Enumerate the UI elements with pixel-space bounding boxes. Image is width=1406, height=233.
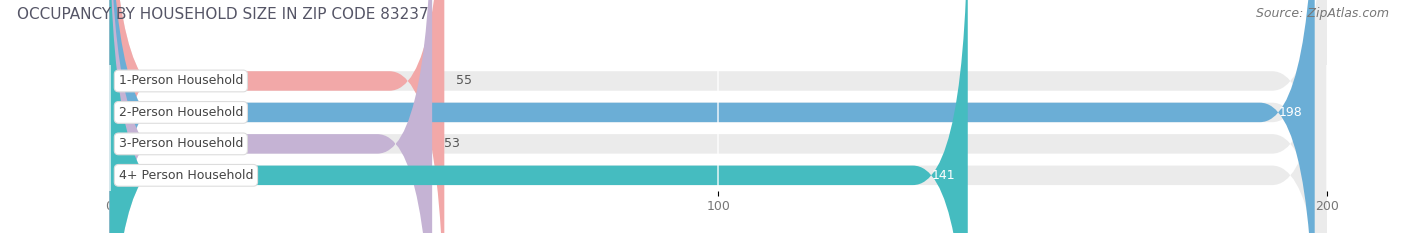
FancyBboxPatch shape bbox=[110, 0, 1315, 233]
Text: 198: 198 bbox=[1279, 106, 1302, 119]
Text: Source: ZipAtlas.com: Source: ZipAtlas.com bbox=[1256, 7, 1389, 20]
FancyBboxPatch shape bbox=[110, 0, 967, 233]
Text: 3-Person Household: 3-Person Household bbox=[118, 137, 243, 150]
FancyBboxPatch shape bbox=[110, 0, 1327, 233]
Text: 53: 53 bbox=[444, 137, 460, 150]
Text: 2-Person Household: 2-Person Household bbox=[118, 106, 243, 119]
FancyBboxPatch shape bbox=[110, 0, 1327, 233]
Text: 141: 141 bbox=[932, 169, 956, 182]
Text: 1-Person Household: 1-Person Household bbox=[118, 75, 243, 87]
Text: 4+ Person Household: 4+ Person Household bbox=[118, 169, 253, 182]
Text: OCCUPANCY BY HOUSEHOLD SIZE IN ZIP CODE 83237: OCCUPANCY BY HOUSEHOLD SIZE IN ZIP CODE … bbox=[17, 7, 429, 22]
FancyBboxPatch shape bbox=[110, 0, 432, 233]
Text: 55: 55 bbox=[457, 75, 472, 87]
FancyBboxPatch shape bbox=[110, 0, 444, 233]
FancyBboxPatch shape bbox=[110, 0, 1327, 233]
FancyBboxPatch shape bbox=[110, 0, 1327, 233]
